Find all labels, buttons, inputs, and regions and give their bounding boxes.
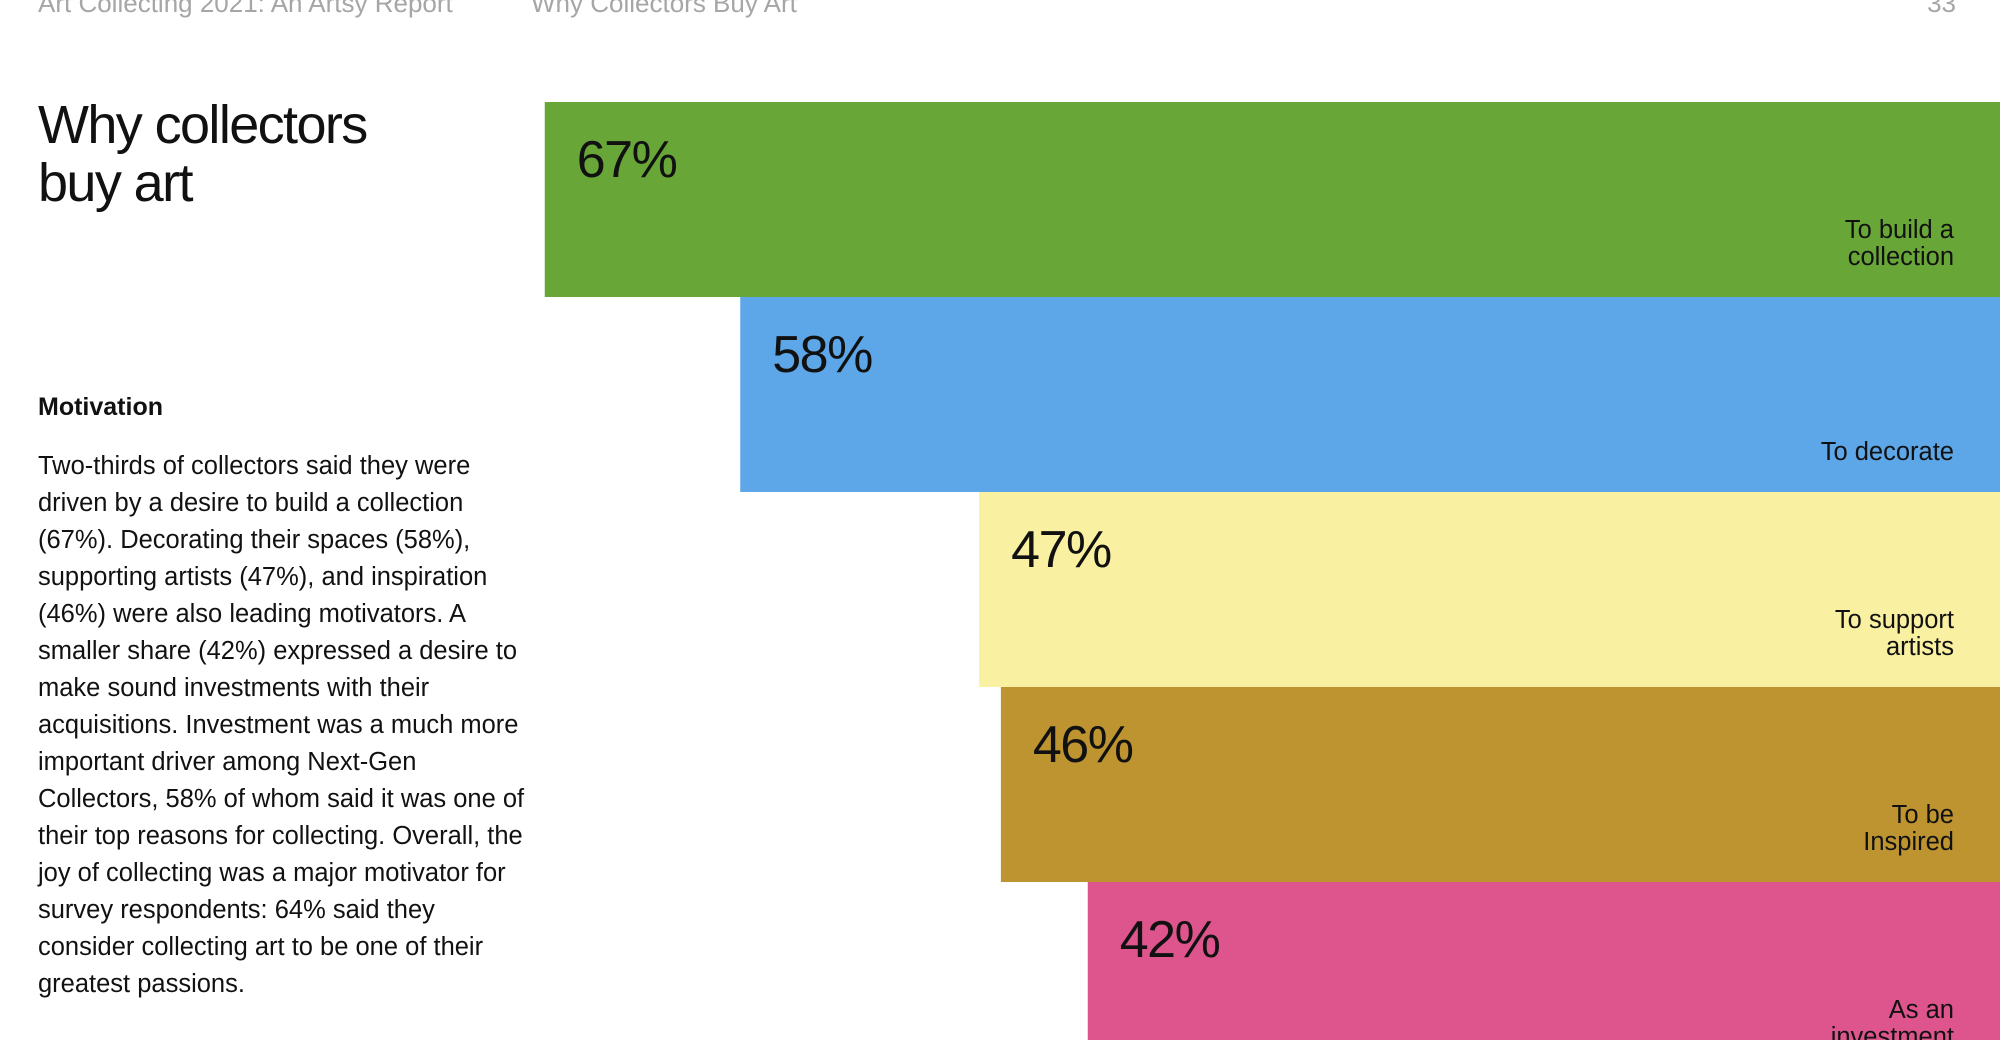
bar-3 [1000, 687, 2000, 882]
bar-category-label: investment [1831, 1023, 1954, 1040]
page-title: Why collectors buy art [38, 96, 598, 212]
report-title: Art Collecting 2021: An Artsy Report [38, 0, 453, 18]
bar-0 [544, 102, 2000, 297]
page-title-line: buy art [38, 153, 193, 213]
section-title: Why Collectors Buy Art [531, 0, 797, 18]
bar-category-label: To be [1892, 801, 1954, 829]
bar-category-label: Inspired [1863, 828, 1954, 856]
page-title-line: Why collectors [38, 95, 368, 155]
bar-category-label: To support [1835, 606, 1954, 634]
bar-value-label: 46% [1033, 716, 1133, 774]
bar-value-label: 58% [772, 326, 872, 384]
bar-category-label: artists [1886, 633, 1954, 661]
running-header: Art Collecting 2021: An Artsy Report Why… [38, 0, 1956, 20]
bar-value-label: 42% [1120, 911, 1220, 969]
bar-1 [740, 297, 2000, 492]
body-paragraph: Two-thirds of collectors said they were … [38, 452, 525, 998]
bar-value-label: 47% [1011, 521, 1111, 579]
bar-category-label: As an [1889, 996, 1954, 1024]
bar-4 [1087, 882, 2000, 1040]
section-subheading: Motivation [38, 393, 163, 421]
bar-2 [979, 492, 2000, 687]
bar-category-label: To build a [1845, 216, 1955, 244]
page-number: 33 [1927, 0, 1956, 18]
bar-category-label: To decorate [1821, 438, 1954, 466]
bar-category-label: collection [1848, 243, 1954, 271]
